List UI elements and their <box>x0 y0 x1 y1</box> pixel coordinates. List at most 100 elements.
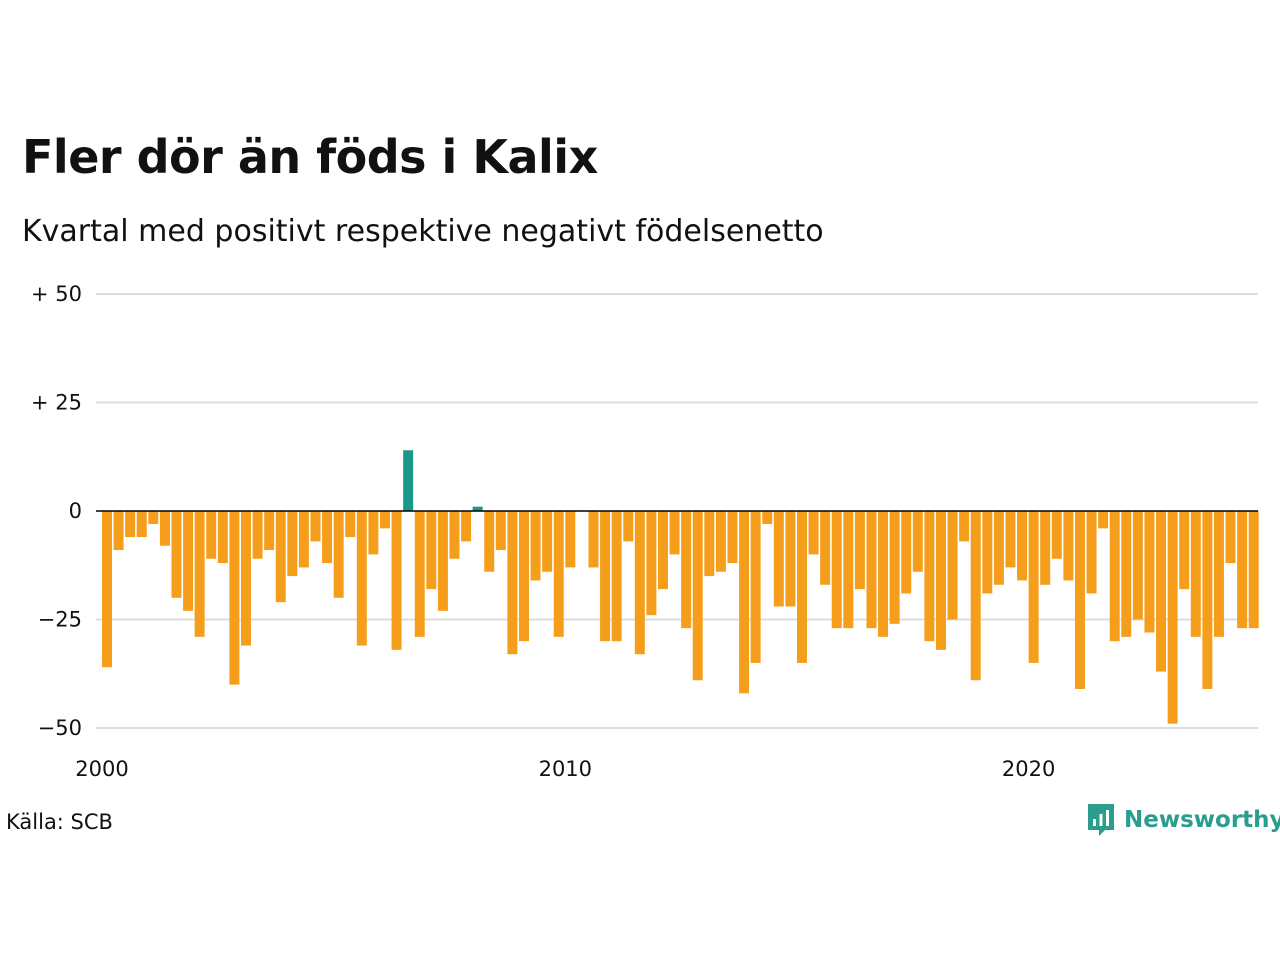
bar-negative <box>356 511 367 646</box>
bar-negative <box>241 511 251 646</box>
chart-title: Fler dör än föds i Kalix <box>22 130 598 184</box>
bar-negative <box>148 511 159 525</box>
bar-negative <box>704 511 715 577</box>
bar-negative <box>171 511 182 598</box>
bar-negative <box>1086 511 1097 594</box>
bar-negative <box>530 511 541 581</box>
bar-negative <box>727 511 738 564</box>
bar-negative <box>762 511 773 525</box>
bar-negative <box>183 511 194 611</box>
bar-negative <box>959 511 970 542</box>
bar-negative <box>379 511 390 529</box>
bar-negative <box>102 511 112 668</box>
bar-negative <box>1074 511 1085 689</box>
bar-negative <box>310 511 321 542</box>
bar-negative <box>333 511 344 598</box>
bar-negative <box>484 511 495 572</box>
bar-negative <box>820 511 831 585</box>
bar-negative <box>217 511 228 564</box>
bar-negative <box>773 511 784 607</box>
bar-negative <box>692 511 703 681</box>
y-tick-label: 0 <box>69 499 82 523</box>
bar-negative <box>437 511 448 611</box>
bar-negative <box>206 511 217 559</box>
bar-negative <box>1213 511 1224 637</box>
x-tick-label: 2020 <box>1002 757 1055 781</box>
bar-negative <box>866 511 877 629</box>
bar-negative <box>588 511 599 568</box>
bar-negative <box>912 511 923 572</box>
bar-negative <box>553 511 564 637</box>
bar-negative <box>1225 511 1236 564</box>
bar-positive <box>403 450 414 511</box>
bar-negative <box>125 511 136 538</box>
bar-negative <box>947 511 958 620</box>
bar-negative <box>1098 511 1109 529</box>
bar-negative <box>657 511 668 590</box>
bar-negative <box>1005 511 1016 568</box>
bar-negative <box>1144 511 1155 633</box>
bar-negative <box>1167 511 1178 724</box>
bar-negative <box>970 511 981 681</box>
bar-negative <box>391 511 402 650</box>
bar-negative <box>565 511 576 568</box>
bar-negative <box>542 511 553 572</box>
bar-negative <box>854 511 865 590</box>
bar-negative <box>785 511 796 607</box>
bar-negative <box>1202 511 1213 689</box>
bar-negative <box>136 511 147 538</box>
bar-positive <box>472 506 483 511</box>
bar-negative <box>298 511 309 568</box>
bar-negative <box>194 511 205 637</box>
bar-negative <box>1109 511 1120 642</box>
bar-negative <box>715 511 726 572</box>
bar-negative <box>495 511 506 551</box>
bar-negative <box>935 511 946 650</box>
bar-negative <box>646 511 657 616</box>
bar-negative <box>993 511 1004 585</box>
bar-negative <box>831 511 842 629</box>
bar-negative <box>901 511 912 594</box>
bar-negative <box>368 511 379 555</box>
bar-negative <box>159 511 170 546</box>
bar-negative <box>287 511 298 577</box>
bar-negative <box>1051 511 1062 559</box>
bar-negative <box>1121 511 1132 637</box>
source-note: Källa: SCB <box>6 810 113 834</box>
bar-negative <box>264 511 275 551</box>
bar-negative <box>1179 511 1190 590</box>
bar-negative <box>1063 511 1074 581</box>
newsworthy-logo-icon <box>1088 804 1114 836</box>
bar-negative <box>623 511 634 542</box>
y-tick-label: + 50 <box>31 282 82 306</box>
bar-negative <box>275 511 286 603</box>
bar-negative <box>1028 511 1039 663</box>
x-tick-label: 2010 <box>539 757 592 781</box>
bar-negative <box>796 511 807 663</box>
bar-negative <box>461 511 472 542</box>
bar-negative <box>878 511 889 637</box>
bar-negative <box>843 511 854 629</box>
bar-negative <box>252 511 263 559</box>
bar-negative <box>322 511 333 564</box>
bar-chart: + 50 + 25 0 −25 −50 2000 2010 2020 <box>31 282 1259 781</box>
bar-negative <box>1132 511 1143 620</box>
bar-negative <box>924 511 935 642</box>
bar-negative <box>345 511 356 538</box>
grid-layer <box>96 293 1258 729</box>
bar-negative <box>1237 511 1248 629</box>
bar-negative <box>1156 511 1167 672</box>
bar-negative <box>426 511 437 590</box>
bars-layer <box>102 450 1259 724</box>
bar-negative <box>229 511 240 685</box>
bar-negative <box>634 511 645 655</box>
newsworthy-logo[interactable]: Newsworthy <box>1086 802 1280 838</box>
bar-negative <box>739 511 750 694</box>
bar-negative <box>889 511 900 624</box>
bar-negative <box>669 511 680 555</box>
bar-negative <box>1248 511 1259 629</box>
bar-negative <box>808 511 819 555</box>
bar-negative <box>982 511 993 594</box>
bar-negative <box>1190 511 1201 637</box>
y-tick-label: + 25 <box>31 391 82 415</box>
